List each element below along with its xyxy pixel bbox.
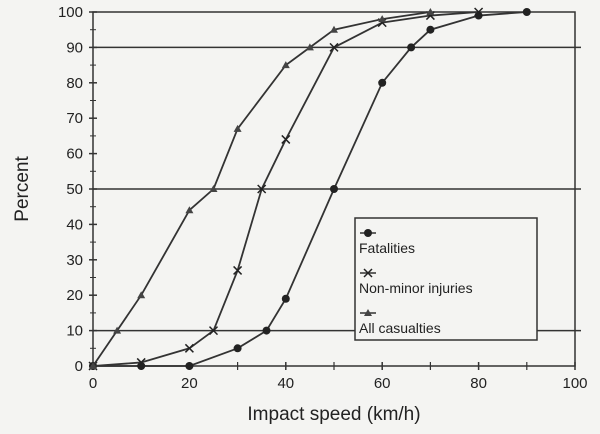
y-tick-label: 30 [66,252,83,269]
x-marker-stroke [474,7,484,17]
x-marker-stroke [208,326,219,336]
data-point-fatalities [522,8,531,16]
data-point-all-casualties [330,25,338,33]
data-point-all-casualties [137,291,146,299]
data-point-all-casualties [209,185,218,192]
data-point-fatalities [330,185,338,193]
x-marker-stroke [329,42,339,52]
data-point-non-minor-injuries [208,326,219,336]
y-tick-label: 40 [66,216,83,233]
series-all-casualties [89,8,435,369]
x-axis-label: Impact speed (km/h) [247,404,420,425]
data-point-non-minor-injuries [329,42,339,52]
y-tick-label: 90 [66,39,83,56]
series-line-fatalities [93,11,527,367]
data-point-non-minor-injuries [233,265,243,275]
data-point-non-minor-injuries [474,7,484,17]
data-point-fatalities [407,43,416,52]
x-marker-stroke [281,134,291,144]
x-marker-stroke [233,265,243,275]
data-point-all-casualties [305,43,314,51]
data-point-non-minor-injuries [136,357,146,367]
x-marker-stroke [363,268,373,278]
data-point-all-casualties [378,15,387,23]
legend-label: Non-minor injuries [359,280,473,296]
data-point-non-minor-injuries [281,134,291,144]
legend: Fatalities Non-minor injuries All casualti… [354,217,538,341]
legend-marker-circle [364,229,372,237]
legend-marker-triangle [364,309,372,316]
data-point-fatalities [185,362,194,370]
data-point-all-casualties [89,362,97,369]
data-point-fatalities [426,25,435,34]
legend-label: Fatalities [359,240,415,256]
y-tick-label: 80 [66,75,83,92]
data-point-all-casualties [113,326,122,334]
x-tick-label: 60 [374,375,391,392]
data-point-fatalities [378,78,387,87]
x-tick-label: 100 [562,375,587,392]
data-point-all-casualties [185,206,194,214]
y-axis-label: Percent [12,156,33,222]
x-tick-label: 20 [181,375,198,392]
x-tick-label: 80 [470,375,487,392]
data-point-all-casualties [281,61,290,69]
y-tick-label: 70 [66,110,83,127]
y-tick-label: 50 [66,181,83,198]
data-point-fatalities [233,344,242,353]
legend-label: All casualties [359,320,441,336]
data-point-non-minor-injuries [184,343,194,353]
y-tick-label: 10 [66,323,83,340]
data-point-fatalities [281,294,290,303]
y-tick-label: 60 [66,146,83,163]
data-point-all-casualties [426,8,435,15]
legend-marker-x [363,268,373,278]
data-point-non-minor-injuries [257,184,267,194]
y-tick-label: 0 [75,358,83,375]
data-point-fatalities [262,326,271,335]
x-marker-stroke [184,343,194,353]
y-tick-label: 20 [66,287,83,304]
x-tick-label: 40 [277,375,294,392]
y-tick-label: 100 [58,4,83,21]
data-point-all-casualties [233,124,242,132]
x-marker-stroke [136,357,146,367]
x-tick-label: 0 [89,375,97,392]
legend-box [354,217,538,341]
x-marker-stroke [257,184,267,194]
